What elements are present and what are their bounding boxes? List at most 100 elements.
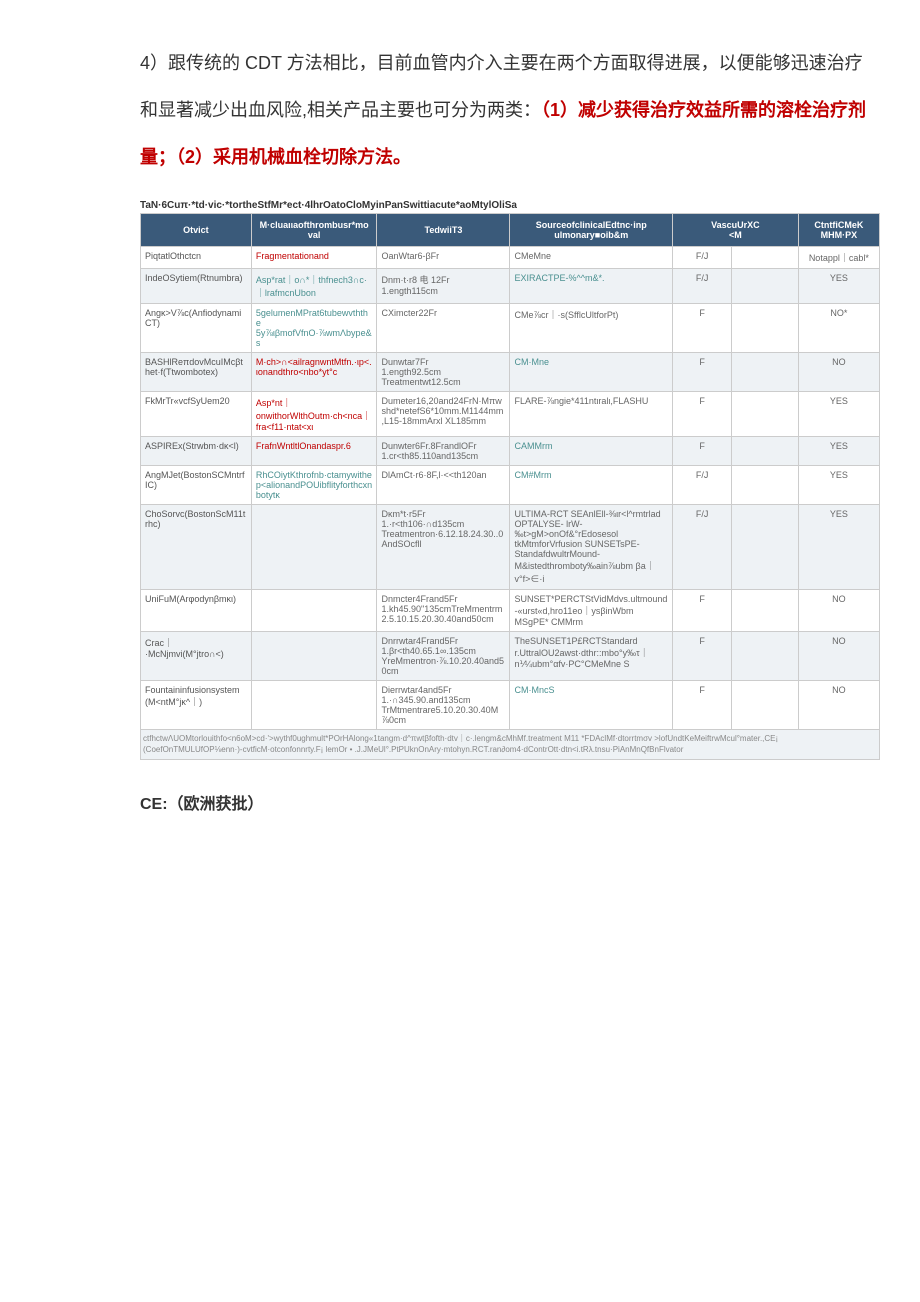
cell-evidence: ULTIMA-RCT SEAnlEll-⅜ιr<l^rmtrlad OPTALY… bbox=[510, 505, 673, 590]
cell-mechanism bbox=[251, 681, 377, 730]
header-tedwi: TedwiiT3 bbox=[377, 214, 510, 247]
cell-blank bbox=[732, 505, 799, 590]
cell-evidence: CMe⅞cr｜·s(SfflcUltforPt) bbox=[510, 304, 673, 353]
cell-spec: Dunwter6Fr.8FrandlOFr 1.cr<th85.110and13… bbox=[377, 437, 510, 466]
cell-evidence: CMeMne bbox=[510, 247, 673, 269]
cell-spec: Dnmcter4Frand5Fr 1.kh45.90"135cmTreMment… bbox=[377, 590, 510, 632]
cell-mechanism: Asp*nt｜onwithorWlthOutm·ch<nca｜fra<f11·n… bbox=[251, 392, 377, 437]
cell-vascu: F bbox=[673, 590, 732, 632]
cell-mechanism: 5gelumenMPrat6tubewvththe 5y⅞ιβmofVfnO·⅞… bbox=[251, 304, 377, 353]
cell-mechanism: RhCOiytKthrofnb·ctamywithe p<alionandPOU… bbox=[251, 466, 377, 505]
cell-device: PiqtatlOthctcn bbox=[141, 247, 252, 269]
cell-blank bbox=[732, 437, 799, 466]
header-source: SourceofclinicalEdtnc·inp ulmonary■oib&m bbox=[510, 214, 673, 247]
clinical-table: Otvict M·cluaιιaofthrombusr*mo val Tedwi… bbox=[140, 213, 880, 730]
cell-mechanism bbox=[251, 505, 377, 590]
header-removal: M·cluaιιaofthrombusr*mo val bbox=[251, 214, 377, 247]
section-heading-ce: CE:（欧洲获批） bbox=[140, 790, 880, 814]
cell-device: Crac｜·McNjmvi(M°jtro∩<) bbox=[141, 632, 252, 681]
cell-vascu: F/J bbox=[673, 269, 732, 304]
cell-spec: CXimcter22Fr bbox=[377, 304, 510, 353]
cell-mechanism bbox=[251, 590, 377, 632]
cell-ce: NO* bbox=[798, 304, 879, 353]
header-otvict: Otvict bbox=[141, 214, 252, 247]
cell-mechanism: Fragmentationand bbox=[251, 247, 377, 269]
header-cemark: CtntfiCMeK MHM·PX bbox=[798, 214, 879, 247]
cell-ce: YES bbox=[798, 437, 879, 466]
cell-device: AngMJet(BostonSCMntrfIC) bbox=[141, 466, 252, 505]
cell-evidence: CM·Mne bbox=[510, 353, 673, 392]
cell-ce: YES bbox=[798, 392, 879, 437]
cell-device: ASPIREx(Strwbm·dκ<l) bbox=[141, 437, 252, 466]
cell-spec: Dierrwtar4and5Fr 1.·∩345.90.and135cm TrM… bbox=[377, 681, 510, 730]
table-row: ASPIREx(Strwbm·dκ<l)FrafnWntltlOnandaspr… bbox=[141, 437, 880, 466]
cell-ce: NO bbox=[798, 590, 879, 632]
cell-vascu: F bbox=[673, 353, 732, 392]
cell-device: FkMrTr«vcfSyUem20 bbox=[141, 392, 252, 437]
table-row: Crac｜·McNjmvi(M°jtro∩<) Dnrrwtar4Frand5Fr… bbox=[141, 632, 880, 681]
cell-spec: OanWtar6-βFr bbox=[377, 247, 510, 269]
cell-vascu: F/J bbox=[673, 505, 732, 590]
cell-evidence: SUNSET*PERCTStVidMdvs.ultmound-«urst«d,h… bbox=[510, 590, 673, 632]
table-row: FkMrTr«vcfSyUem20Asp*nt｜onwithorWlthOutm… bbox=[141, 392, 880, 437]
cell-ce: YES bbox=[798, 505, 879, 590]
cell-blank bbox=[732, 466, 799, 505]
table-row: Fountaininfusionsystem (M<ntM°jκ^｜) Dierr… bbox=[141, 681, 880, 730]
cell-device: ChoSorvc(BostonScM11trhc) bbox=[141, 505, 252, 590]
table-caption: TaN·6Cuπ·*td·vic·*tortheStfMr*ect·4lhrOa… bbox=[140, 200, 880, 211]
cell-blank bbox=[732, 247, 799, 269]
cell-evidence: CM#Mrm bbox=[510, 466, 673, 505]
table-row: UniFuM(Arφodynβmκι) Dnmcter4Frand5Fr 1.kh… bbox=[141, 590, 880, 632]
cell-spec: DlAmCt·r6·8F,l·<<th120an bbox=[377, 466, 510, 505]
cell-vascu: F/J bbox=[673, 247, 732, 269]
cell-device: BASHlReπdovMcuIMcβthet·f(Ttwombotex) bbox=[141, 353, 252, 392]
cell-ce: NO bbox=[798, 632, 879, 681]
cell-device: UniFuM(Arφodynβmκι) bbox=[141, 590, 252, 632]
cell-mechanism: M·ch>∩<ailragnwntMtfn.·ιp<.ιonandthro<nb… bbox=[251, 353, 377, 392]
cell-evidence: FLARE-⅞ngie*411ntιralι,FLASHU bbox=[510, 392, 673, 437]
cell-mechanism: Asp*rat｜o∩*｜thfnech3∩c·｜lrafmcnUbon bbox=[251, 269, 377, 304]
table-header-row: Otvict M·cluaιιaofthrombusr*mo val Tedwi… bbox=[141, 214, 880, 247]
cell-mechanism: FrafnWntltlOnandaspr.6 bbox=[251, 437, 377, 466]
main-paragraph: 4）跟传统的 CDT 方法相比，目前血管内介入主要在两个方面取得进展，以便能够迅… bbox=[140, 40, 880, 180]
cell-spec: Dnm·t·r8 电 12Fr 1.ength115cm bbox=[377, 269, 510, 304]
table-row: AngMJet(BostonSCMntrfIC)RhCOiytKthrofnb·… bbox=[141, 466, 880, 505]
cell-ce: NO bbox=[798, 681, 879, 730]
table-row: Angκ>V⅞c(Anfiodynami CT)5gelumenMPrat6tu… bbox=[141, 304, 880, 353]
table-row: BASHlReπdovMcuIMcβthet·f(Ttwombotex)M·ch… bbox=[141, 353, 880, 392]
cell-device: Fountaininfusionsystem (M<ntM°jκ^｜) bbox=[141, 681, 252, 730]
cell-evidence: CM·MncS bbox=[510, 681, 673, 730]
cell-spec: Dunwtar7Fr 1.ength92.5cm Treatmentwt12.5… bbox=[377, 353, 510, 392]
header-vascu: VascuUrXC <M bbox=[673, 214, 799, 247]
cell-vascu: F bbox=[673, 681, 732, 730]
cell-spec: Dnrrwtar4Frand5Fr 1.βr<th40.65.1∞.135cm … bbox=[377, 632, 510, 681]
cell-evidence: CAMMrm bbox=[510, 437, 673, 466]
table-footnote: ctfhctwΛUOMtorlouithfo<n6oM>cd·'>wythf0u… bbox=[140, 730, 880, 760]
cell-evidence: EXIRACTPE-%^^m&*. bbox=[510, 269, 673, 304]
cell-blank bbox=[732, 269, 799, 304]
table-row: IndeOSytiem(Rtnumbra)Asp*rat｜o∩*｜thfnech… bbox=[141, 269, 880, 304]
cell-ce: YES bbox=[798, 269, 879, 304]
cell-blank bbox=[732, 681, 799, 730]
cell-vascu: F bbox=[673, 437, 732, 466]
cell-vascu: F bbox=[673, 632, 732, 681]
cell-blank bbox=[732, 392, 799, 437]
cell-vascu: F bbox=[673, 392, 732, 437]
cell-mechanism bbox=[251, 632, 377, 681]
cell-ce: YES bbox=[798, 466, 879, 505]
cell-ce: NO bbox=[798, 353, 879, 392]
cell-vascu: F/J bbox=[673, 466, 732, 505]
cell-vascu: F bbox=[673, 304, 732, 353]
cell-ce: Notappl｜cabl* bbox=[798, 247, 879, 269]
cell-device: Angκ>V⅞c(Anfiodynami CT) bbox=[141, 304, 252, 353]
table-row: ChoSorvc(BostonScM11trhc) Dκm*t·r5Fr 1.·r… bbox=[141, 505, 880, 590]
cell-blank bbox=[732, 304, 799, 353]
cell-spec: Dumeter16,20and24FrN·Mπw shd*netefS6*10m… bbox=[377, 392, 510, 437]
cell-evidence: TheSUNSET1P£RCTStandard r.UttralOU2awst·… bbox=[510, 632, 673, 681]
cell-blank bbox=[732, 632, 799, 681]
cell-spec: Dκm*t·r5Fr 1.·r<th106·∩d135cm Treatmentr… bbox=[377, 505, 510, 590]
cell-device: IndeOSytiem(Rtnumbra) bbox=[141, 269, 252, 304]
cell-blank bbox=[732, 353, 799, 392]
table-row: PiqtatlOthctcnFragmentationandOanWtar6-β… bbox=[141, 247, 880, 269]
cell-blank bbox=[732, 590, 799, 632]
